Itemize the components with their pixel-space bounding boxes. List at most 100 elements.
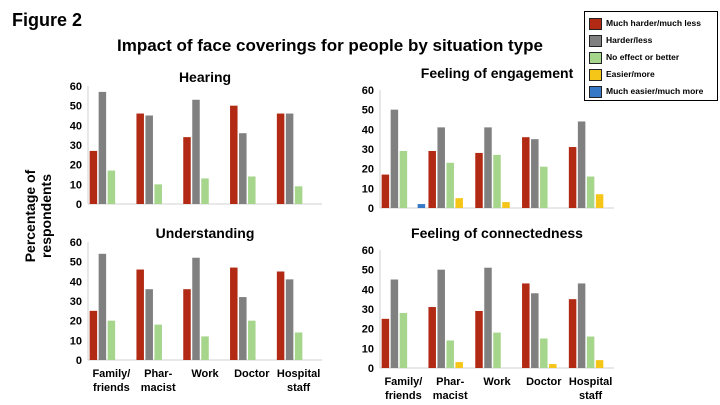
x-category-label-line: Work (191, 368, 219, 380)
x-category-label-line: macist (141, 382, 176, 394)
y-tick-label: 0 (76, 355, 82, 367)
bar (484, 127, 492, 208)
legend-label: Much easier/much more (606, 86, 704, 96)
y-tick-label: 60 (362, 85, 374, 97)
legend-item: Easier/more (589, 67, 655, 81)
y-tick-label: 40 (362, 284, 374, 296)
chart-title: Feeling of connectedness (411, 225, 583, 241)
legend-item: Much easier/much more (589, 84, 703, 98)
x-category-label: Hospital staff (277, 368, 320, 394)
y-tick-label: 20 (362, 324, 374, 336)
chart-title: Hearing (179, 69, 231, 85)
bar (540, 166, 548, 208)
x-category-label-line: Family/ (384, 376, 422, 388)
bar (145, 115, 153, 204)
y-tick-label: 50 (362, 265, 374, 277)
bar (586, 176, 595, 208)
bar (107, 170, 116, 204)
bar (294, 186, 303, 204)
y-tick-label: 0 (76, 199, 82, 211)
bar (493, 154, 501, 208)
chart-title: Feeling of engagement (421, 65, 574, 81)
y-tick-label: 20 (70, 316, 82, 328)
x-category-label: Family/friends (92, 368, 130, 394)
x-category-label: Phar-macist (433, 376, 468, 402)
legend-item: Harder/less (589, 33, 652, 47)
y-tick-label: 30 (70, 140, 82, 152)
bar (183, 289, 191, 360)
x-category-label-line: Work (483, 376, 511, 388)
bar (98, 253, 107, 360)
bar (455, 198, 463, 208)
x-category-label-line: staff (579, 390, 603, 402)
legend-swatch (589, 34, 602, 47)
bar (285, 279, 294, 360)
bar (276, 271, 285, 360)
x-category-label: Hospital staff (569, 376, 612, 402)
bar (285, 113, 294, 204)
bar (568, 299, 577, 368)
bar (522, 137, 530, 208)
y-tick-label: 0 (368, 363, 374, 375)
bar (98, 91, 107, 204)
bar (230, 267, 238, 360)
figure-title: Impact of face coverings for people by s… (116, 36, 544, 55)
x-category-label-line: Doctor (526, 376, 562, 388)
bar (183, 137, 191, 204)
bar (531, 293, 539, 368)
legend-swatch (589, 17, 602, 30)
bar (154, 324, 162, 360)
x-category-label-line: friends (93, 382, 130, 394)
figure-label: Figure 2 (12, 10, 83, 30)
bar (568, 147, 577, 208)
bar (239, 133, 247, 204)
x-category-label-line: friends (385, 390, 422, 402)
x-category-label: Doctor (526, 376, 562, 388)
y-tick-label: 10 (362, 183, 374, 195)
legend-label: Harder/less (606, 35, 653, 45)
x-category-label-line: Family/ (92, 368, 130, 380)
y-tick-label: 40 (70, 276, 82, 288)
bar (276, 113, 285, 204)
bar (502, 202, 510, 208)
x-category-label: Family/friends (384, 376, 422, 402)
x-category-label-line: staff (287, 382, 311, 394)
bar (145, 289, 153, 360)
y-tick-label: 10 (362, 343, 374, 355)
y-tick-label: 20 (70, 160, 82, 172)
y-tick-label: 40 (362, 124, 374, 136)
x-category-label-line: Hospital (569, 376, 612, 388)
x-category-label: Work (191, 368, 219, 380)
bar (549, 364, 557, 368)
bar (230, 105, 238, 204)
bar (201, 336, 209, 360)
bar (586, 336, 595, 368)
bar (294, 332, 303, 360)
bar (595, 194, 604, 208)
y-tick-label: 60 (70, 237, 82, 249)
bar (399, 312, 408, 368)
y-tick-label: 60 (70, 81, 82, 93)
x-category-label-line: macist (433, 390, 468, 402)
y-tick-label: 0 (368, 203, 374, 215)
bar (522, 283, 530, 368)
legend-swatch (589, 85, 602, 98)
bar (107, 320, 116, 360)
y-tick-label: 30 (362, 304, 374, 316)
bar (381, 318, 390, 368)
bar (428, 150, 436, 208)
bar (248, 176, 256, 204)
bar (154, 184, 162, 204)
y-tick-label: 60 (362, 245, 374, 257)
bar (446, 162, 454, 208)
legend-swatch (589, 51, 602, 64)
y-tick-label: 10 (70, 335, 82, 347)
legend-item: Much harder/much less (589, 16, 701, 30)
y-tick-label: 40 (70, 120, 82, 132)
bar (136, 269, 144, 360)
bar (531, 139, 539, 208)
y-tick-label: 50 (70, 257, 82, 269)
x-category-label-line: Phar- (436, 376, 464, 388)
bar (595, 360, 604, 368)
